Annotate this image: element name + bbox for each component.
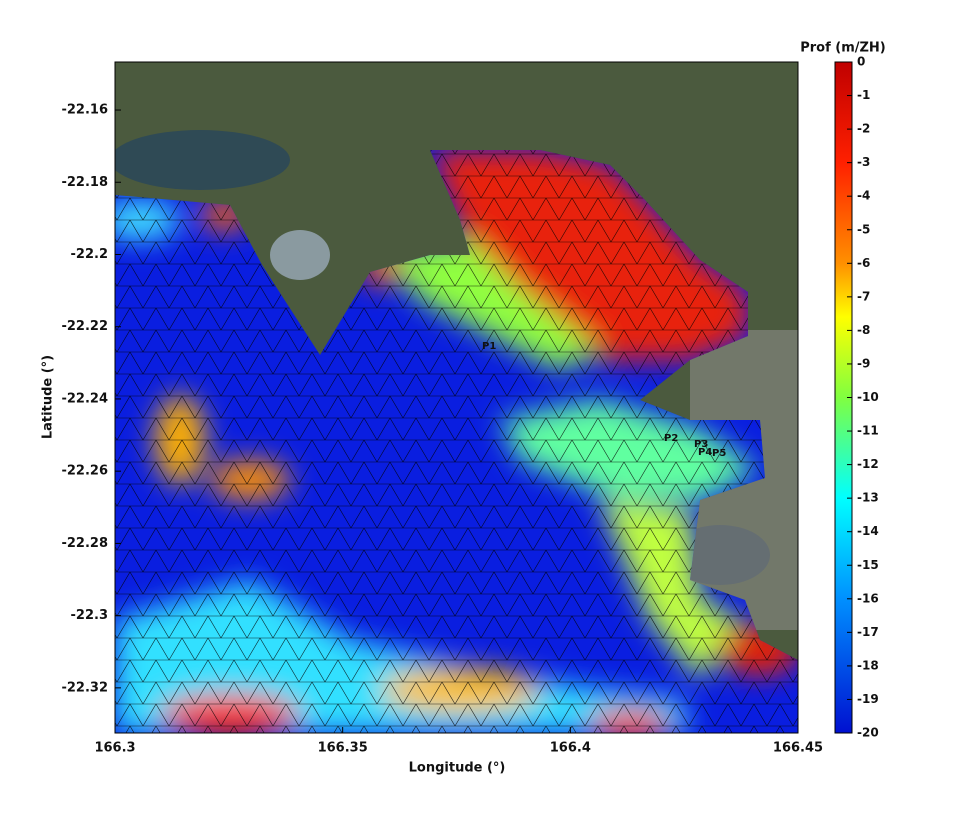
y-tick-label: -22.28 bbox=[61, 536, 108, 551]
station-label: P1 bbox=[482, 341, 496, 352]
station-label: P2 bbox=[664, 433, 678, 444]
y-tick-label: -22.18 bbox=[61, 175, 108, 190]
colorbar-tick-label: -2 bbox=[857, 122, 870, 136]
map-area bbox=[115, 62, 798, 733]
plot-frame bbox=[114, 61, 799, 734]
x-tick-label: 166.4 bbox=[550, 741, 591, 756]
y-tick-label: -22.32 bbox=[61, 680, 108, 695]
x-axis-label: Longitude (°) bbox=[409, 761, 506, 776]
colorbar-tick-label: -18 bbox=[857, 658, 879, 672]
x-tick-label: 166.35 bbox=[318, 741, 368, 756]
y-tick-label: -22.2 bbox=[71, 247, 108, 262]
y-axis-label: Latitude (°) bbox=[41, 355, 56, 439]
colorbar-tick-label: -8 bbox=[857, 323, 870, 337]
x-tick-label: 166.3 bbox=[94, 741, 135, 756]
station-label: P4 bbox=[698, 447, 712, 458]
colorbar-tick-label: -17 bbox=[857, 625, 879, 639]
colorbar-tick-label: -7 bbox=[857, 289, 870, 303]
station-label: P5 bbox=[712, 448, 726, 459]
colorbar-tick-label: -10 bbox=[857, 390, 879, 404]
colorbar-tick-label: -19 bbox=[857, 692, 879, 706]
colorbar-tick-label: -11 bbox=[857, 424, 879, 438]
station-label: P3 bbox=[694, 439, 708, 450]
y-tick-label: -22.3 bbox=[71, 608, 108, 623]
colorbar-tick-label: -1 bbox=[857, 88, 870, 102]
colorbar-tick-label: -12 bbox=[857, 457, 879, 471]
y-tick-label: -22.22 bbox=[61, 319, 108, 334]
colorbar-tick-label: -9 bbox=[857, 356, 870, 370]
colorbar-tick-label: -4 bbox=[857, 189, 870, 203]
colorbar-tick-label: -6 bbox=[857, 256, 870, 270]
x-tick-label: 166.45 bbox=[773, 741, 823, 756]
colorbar-tick-label: -3 bbox=[857, 155, 870, 169]
colorbar-tick-label: -20 bbox=[857, 726, 879, 740]
colorbar-tick-label: -16 bbox=[857, 591, 879, 605]
colorbar-tick-label: 0 bbox=[857, 55, 865, 69]
colorbar-tick-label: -14 bbox=[857, 524, 879, 538]
colorbar-title: Prof (m/ZH) bbox=[800, 41, 886, 56]
colorbar-tick-label: -5 bbox=[857, 222, 870, 236]
colorbar-tick-label: -15 bbox=[857, 558, 879, 572]
colorbar-tick-label: -13 bbox=[857, 491, 879, 505]
y-tick-label: -22.24 bbox=[61, 391, 108, 406]
y-tick-label: -22.16 bbox=[61, 103, 108, 118]
y-tick-label: -22.26 bbox=[61, 464, 108, 479]
